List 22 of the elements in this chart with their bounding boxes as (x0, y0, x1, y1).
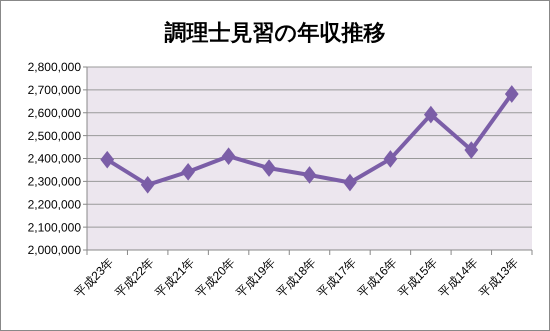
x-tick-label: 平成13年 (476, 255, 521, 300)
y-tick-label: 2,200,000 (28, 197, 82, 212)
point (181, 162, 196, 181)
point (464, 141, 478, 159)
y-tick-label: 2,500,000 (28, 128, 82, 143)
point (424, 106, 438, 124)
y-tick-label: 2,000,000 (28, 243, 82, 258)
point (100, 150, 114, 168)
point (504, 85, 519, 103)
y-tick-label: 2,100,000 (28, 220, 82, 234)
y-tick-label: 2,800,000 (28, 60, 82, 74)
y-tick-label: 2,700,000 (28, 83, 82, 98)
y-tick-label: 2,300,000 (28, 174, 82, 189)
y-tick-label: 2,400,000 (28, 152, 82, 166)
point (343, 174, 357, 192)
point (222, 147, 236, 166)
point (140, 176, 155, 194)
point (302, 166, 316, 184)
chart-title: 調理士見習の年収推移 (164, 20, 386, 45)
point (262, 159, 276, 177)
y-tick-label: 2,600,000 (28, 106, 82, 120)
point (384, 150, 398, 168)
